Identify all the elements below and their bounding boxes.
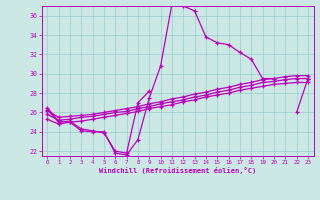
X-axis label: Windchill (Refroidissement éolien,°C): Windchill (Refroidissement éolien,°C) [99,167,256,174]
